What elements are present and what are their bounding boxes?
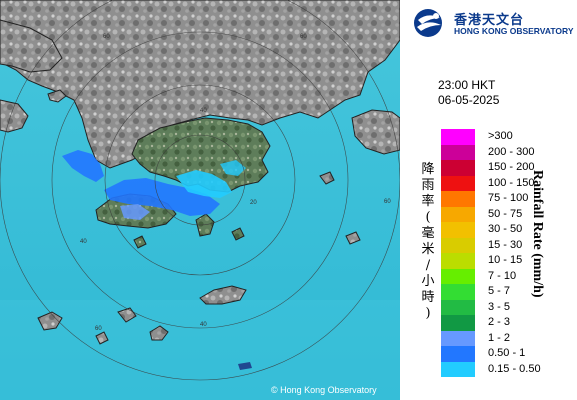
legend-swatch [441,129,475,145]
legend-swatch [441,268,475,284]
rain-echo-west [62,150,104,182]
legend-swatch [441,191,475,207]
legend-swatch [441,346,475,362]
logo-title-en: HONG KONG OBSERVATORY [454,26,574,36]
observation-time: 23:00 HKT [438,78,496,92]
cheung-chau [133,235,147,249]
legend-swatch [441,206,475,222]
range-label: 60 [95,326,102,332]
range-label: 60 [300,34,307,40]
observation-date: 06-05-2025 [438,93,500,107]
legend-label: 10 - 15 [488,254,523,266]
legend-swatch [441,299,475,315]
radar-map-svg: 60 60 60 60 40 40 40 20 [0,0,400,400]
legend-label: 100 - 150 [488,176,535,189]
legend-label: >300 [488,130,513,142]
legend-swatch [441,144,475,160]
hko-logo-icon [414,9,442,37]
south-island-5 [95,331,109,345]
range-label: 60 [384,199,391,205]
legend-swatch [441,175,475,191]
south-island-2 [199,285,247,305]
range-label: 20 [250,200,257,206]
legend-label: 1 - 2 [488,331,511,344]
legend-swatch [441,284,475,300]
hko-logo: 香港天文台 HONG KONG OBSERVATORY [412,6,574,40]
legend-label: 7 - 10 [488,269,517,282]
legend-swatch [441,315,475,331]
eastern-peninsula [351,109,400,155]
range-ring-20 [154,134,246,226]
legend-label: 15 - 30 [488,238,523,251]
legend-swatch [441,222,475,238]
logo-title-cn: 香港天文台 [454,13,525,28]
legend-swatch [441,361,475,377]
info-panel: 香港天文台 HONG KONG OBSERVATORY 23:00 HKT 06… [400,0,577,400]
range-label: 40 [200,322,207,328]
east-islet-2 [345,231,361,245]
rain-echo-light [120,204,150,220]
legend-label: 200 - 300 [488,145,535,158]
western-land-2 [0,99,29,133]
legend-swatch [441,253,475,269]
range-ring-80 [0,0,400,381]
rain-echo-east [220,160,246,176]
legend-label: 150 - 200 [488,161,535,173]
rain-echo-north-lantau [104,178,220,216]
legend-label: 0.50 - 1 [488,347,526,359]
radar-map: 60 60 60 60 40 40 40 20 © Hong Kong Obse… [0,0,400,400]
legend-title-cn: 降雨率(毫米 / 小時) [421,162,435,321]
range-label: 40 [80,239,87,245]
south-island-4 [149,325,169,341]
legend-label: 75 - 100 [488,192,529,204]
range-label: 40 [200,108,207,114]
legend-label: 0.15 - 0.50 [488,362,541,375]
western-land [0,19,63,73]
po-toi [231,227,245,241]
islet-river [47,89,67,103]
range-ring-60 [51,31,349,329]
legend-label: 30 - 50 [488,223,523,235]
legend-label: 3 - 5 [488,300,511,313]
sea-shade [0,300,400,400]
legend-swatch [441,330,475,346]
rain-echo-dark [238,362,252,370]
range-ring-40 [104,84,296,276]
range-label: 60 [103,34,110,40]
range-rings [0,0,400,381]
legend-label: 2 - 3 [488,316,511,328]
legend-swatch [441,237,475,253]
south-island-1 [37,311,63,331]
legend-label: 50 - 75 [488,207,523,220]
east-islet-1 [319,171,335,185]
copyright-text: © Hong Kong Observatory [271,385,377,395]
legend-swatch [441,160,475,176]
rain-echo-hk-island [176,170,232,198]
legend-label: 5 - 7 [488,285,511,297]
